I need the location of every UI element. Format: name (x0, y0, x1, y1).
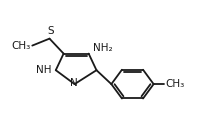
Text: CH₃: CH₃ (165, 79, 185, 89)
Text: CH₃: CH₃ (12, 41, 31, 51)
Text: NH: NH (36, 65, 51, 75)
Text: N: N (70, 78, 78, 88)
Text: S: S (47, 27, 54, 36)
Text: NH₂: NH₂ (93, 43, 112, 53)
